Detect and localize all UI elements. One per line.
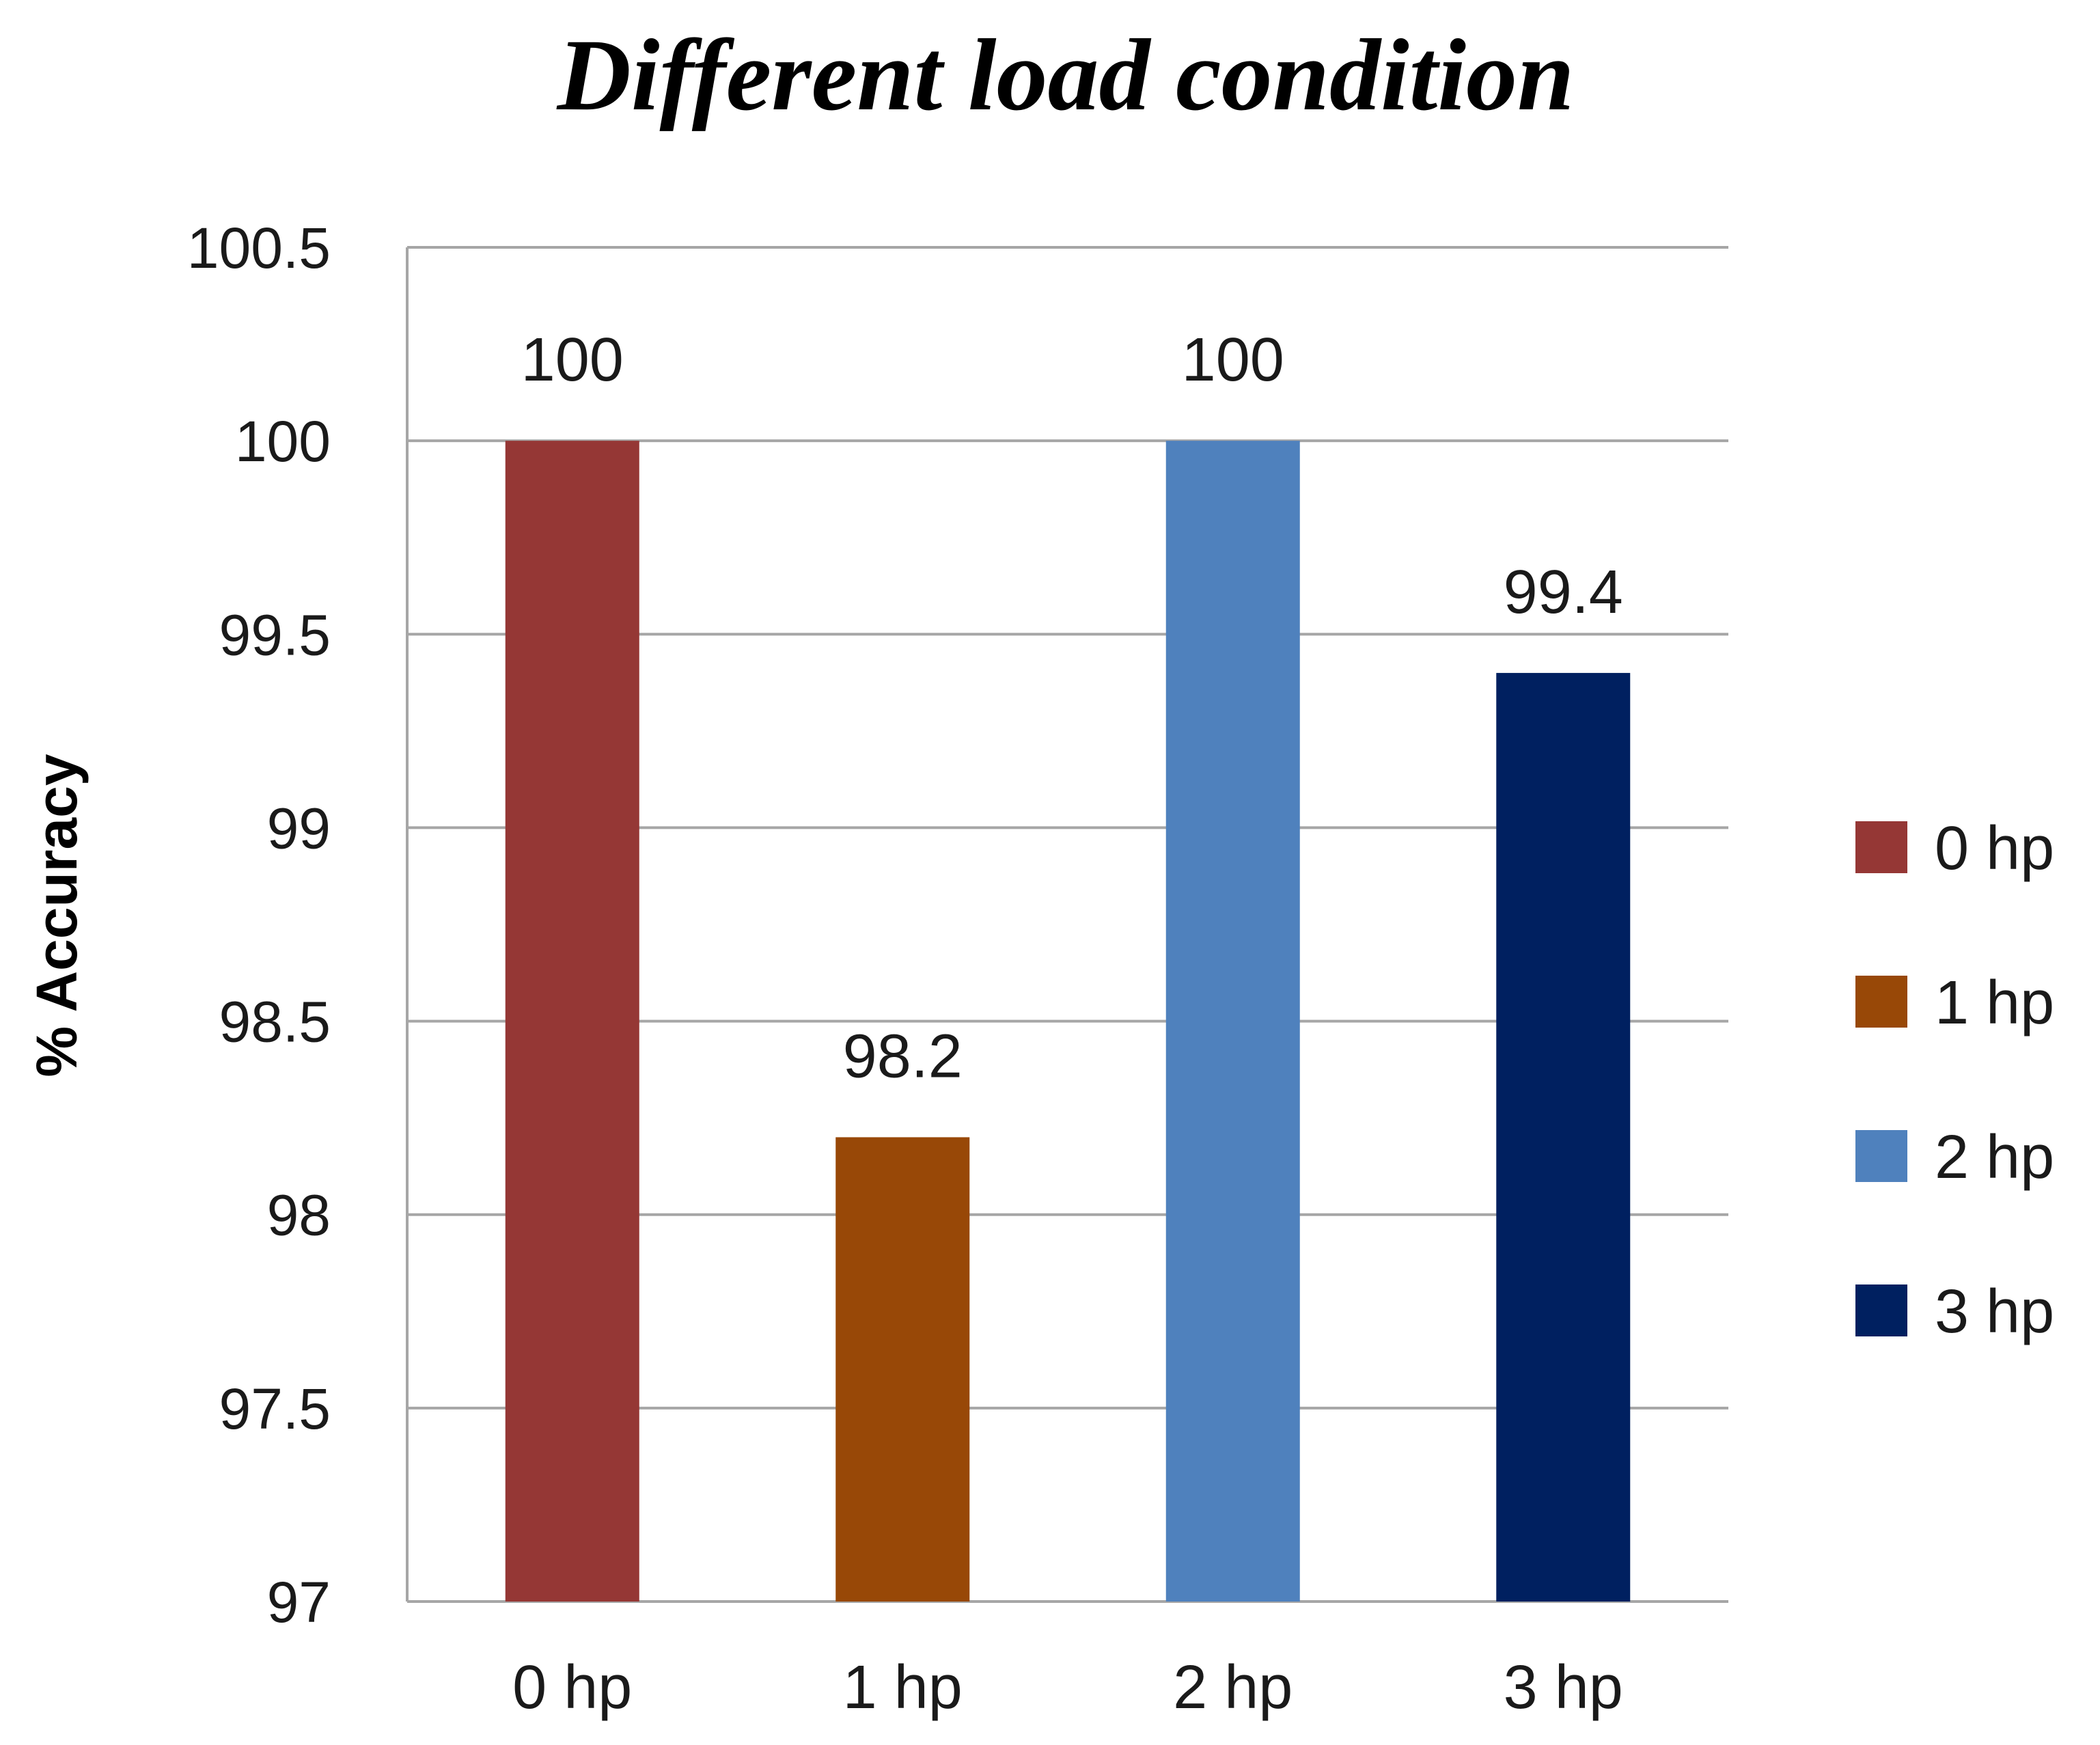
legend-swatch (1855, 1284, 1907, 1336)
y-tick-label: 100.5 (187, 216, 331, 280)
bars (505, 441, 1631, 1602)
x-category-label: 0 hp (512, 1653, 632, 1722)
x-category-label: 3 hp (1504, 1653, 1623, 1722)
data-label: 99.4 (1504, 558, 1623, 627)
y-tick-label: 99 (267, 796, 331, 860)
legend-item: 0 hp (1855, 814, 2054, 883)
legend-item: 1 hp (1855, 969, 2054, 1037)
legend-swatch (1855, 976, 1907, 1028)
legend: 0 hp 1 hp 2 hp 3 hp (1855, 814, 2054, 1346)
legend-swatch (1855, 821, 1907, 873)
y-tick-label: 97.5 (219, 1377, 331, 1441)
bar-1-hp (835, 1137, 970, 1602)
x-category-label: 2 hp (1173, 1653, 1293, 1722)
data-label: 100 (521, 326, 624, 394)
data-label: 98.2 (843, 1022, 963, 1090)
x-axis-categories: 0 hp 1 hp 2 hp 3 hp (512, 1653, 1623, 1722)
data-labels: 100 98.2 100 99.4 (521, 326, 1623, 1090)
y-tick-label: 98 (267, 1183, 331, 1248)
y-tick-label: 100 (235, 409, 331, 473)
y-axis-ticks: 97 97.5 98 98.5 99 99.5 100 100.5 (187, 216, 331, 1634)
legend-label: 0 hp (1935, 814, 2054, 883)
y-tick-label: 99.5 (219, 603, 331, 667)
x-category-label: 1 hp (843, 1653, 963, 1722)
legend-item: 2 hp (1855, 1123, 2054, 1192)
data-label: 100 (1182, 326, 1284, 394)
y-tick-label: 98.5 (219, 990, 331, 1054)
legend-label: 1 hp (1935, 969, 2054, 1037)
legend-label: 2 hp (1935, 1123, 2054, 1192)
bar-0-hp (505, 441, 639, 1602)
legend-item: 3 hp (1855, 1278, 2054, 1346)
y-tick-label: 97 (267, 1570, 331, 1634)
bar-3-hp (1496, 672, 1631, 1602)
y-axis-label: % Accuracy (25, 754, 89, 1077)
chart-title: Different load condition (556, 18, 1575, 132)
legend-label: 3 hp (1935, 1278, 2054, 1346)
legend-swatch (1855, 1130, 1907, 1182)
bar-2-hp (1165, 441, 1300, 1602)
